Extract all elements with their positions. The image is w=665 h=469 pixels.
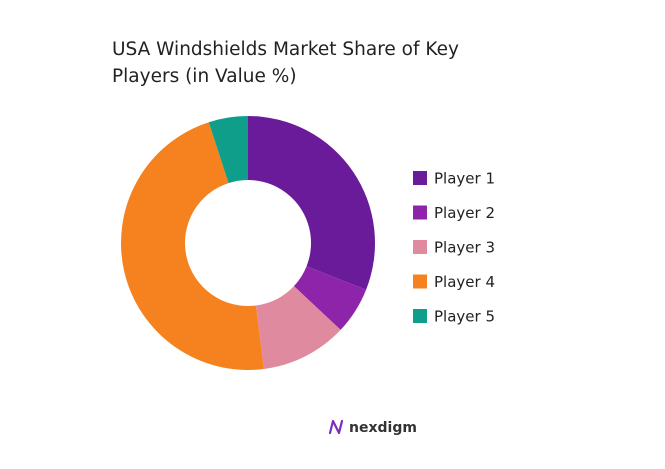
donut-slice [121,122,264,370]
brand-logo: nexdigm [328,419,417,436]
legend-swatch [413,171,427,185]
legend-swatch [413,274,427,289]
brand-text: nexdigm [349,420,417,436]
legend-swatch [413,309,427,323]
logo-icon [328,419,344,435]
donut-slice [208,116,248,184]
chart-title: USA Windshields Market Share of Key Play… [112,39,459,87]
legend-swatch [413,205,427,220]
legend-swatch [413,240,427,254]
legend-label: Player 4 [434,273,495,291]
legend-label: Player 1 [434,170,495,188]
legend-label: Player 5 [434,308,495,326]
donut-slice [293,266,367,330]
legend-label: Player 2 [434,204,495,222]
donut-slice [248,116,375,290]
donut-slice [255,286,341,369]
legend-label: Player 3 [434,239,495,257]
